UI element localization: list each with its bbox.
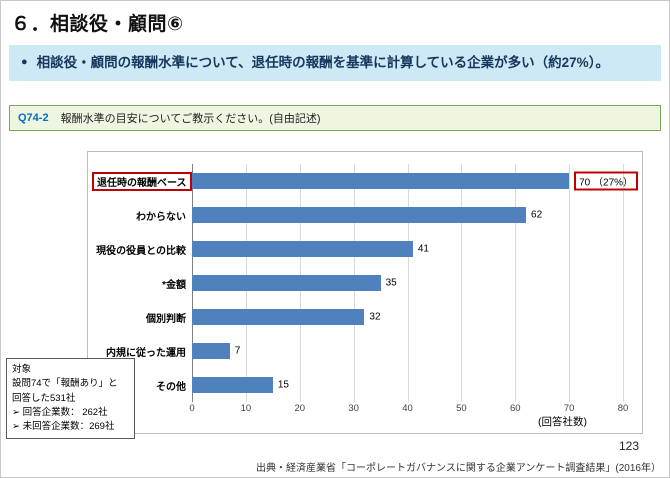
note-line: 回答した531社 bbox=[12, 392, 76, 404]
bar-track: 7 bbox=[192, 334, 623, 368]
bar-category-label: *金額 bbox=[92, 276, 192, 291]
bar bbox=[192, 275, 381, 291]
bar-category-label: 個別判断 bbox=[92, 310, 192, 325]
bar-category-label: その他 bbox=[92, 378, 192, 393]
bar-value-label: 35 bbox=[385, 277, 397, 289]
bar-value-label: 32 bbox=[369, 311, 381, 323]
chart-row: 内規に従った運用 7 bbox=[92, 334, 623, 368]
bar-category-label: 内規に従った運用 bbox=[92, 344, 192, 359]
bar-chart: 退任時の報酬ベース 70 （27%） わからない 62 現役の役員との比較 41 *金額 35… bbox=[87, 151, 643, 434]
bar-category-text: *金額 bbox=[162, 279, 186, 291]
note-box: 対象設問74で「報酬あり」と 回答した531社 ➢ 回答企業数： 262社 ➢ 未回答… bbox=[6, 358, 135, 440]
bar-category-text: その他 bbox=[156, 381, 186, 393]
chart-row: 退任時の報酬ベース 70 （27%） bbox=[92, 164, 639, 198]
axis-label: (回答社数) bbox=[538, 416, 587, 428]
bar-track: 35 bbox=[192, 266, 623, 300]
axis-tick: 50 bbox=[456, 403, 467, 414]
note-line: ➢ 未回答企業数：269社 bbox=[12, 421, 115, 432]
axis-tick: 30 bbox=[348, 403, 359, 414]
summary-box: ● 相談役・顧問の報酬水準について、退任時の報酬を基準に計算している企業が多い（… bbox=[9, 45, 661, 82]
bar bbox=[192, 377, 273, 393]
axis-tick: 20 bbox=[294, 403, 306, 414]
source-citation: 出典・経済産業省「コーポレートガバナンスに関する企業アンケート調査結果」(201… bbox=[256, 463, 661, 474]
question-text: 報酬水準の目安についてご教示ください。(自由記述) bbox=[60, 113, 321, 125]
bar-category-label: わからない bbox=[92, 208, 192, 223]
page-title: ６．相談役・顧問⑥ bbox=[11, 14, 184, 35]
bar bbox=[192, 241, 413, 257]
bar-category-text: わからない bbox=[136, 211, 186, 223]
axis-tick: 60 bbox=[509, 403, 521, 414]
note-line: ➢ 回答企業数： 262社 bbox=[12, 406, 108, 418]
bar-category-text: 現役の役員との比較 bbox=[96, 245, 186, 257]
gridline bbox=[407, 164, 409, 402]
axis-ticks: 0 10 20 30 40 50 60 70 80 bbox=[189, 402, 628, 416]
bar bbox=[192, 309, 365, 325]
page-number: 123 bbox=[618, 439, 639, 453]
bar-value-label: 7 bbox=[234, 345, 241, 357]
chart-row: その他 15 bbox=[92, 368, 623, 402]
bar-category-label: 現役の役員との比較 bbox=[92, 242, 192, 257]
gridline bbox=[569, 164, 571, 402]
summary-text: 相談役・顧問の報酬水準について、退任時の報酬を基準に計算している企業が多い（約2… bbox=[36, 55, 609, 70]
bar-value-label: 15 bbox=[277, 379, 289, 391]
chart-row: 現役の役員との比較 41 bbox=[92, 232, 623, 266]
plot-area: 退任時の報酬ベース 70 （27%） わからない 62 現役の役員との比較 41 *金額 35… bbox=[92, 164, 639, 402]
axis-tick: 40 bbox=[402, 403, 413, 414]
axis-tick: 70 bbox=[563, 403, 575, 414]
chart-row: 個別判断 32 bbox=[92, 300, 623, 334]
bar bbox=[192, 173, 570, 189]
bar bbox=[192, 343, 230, 359]
note-line: 対象 bbox=[12, 364, 32, 375]
bar-value-label: 70 （27%） bbox=[574, 171, 639, 191]
bar-category-text: 内規に従った運用 bbox=[106, 347, 186, 359]
bar-track: 15 bbox=[192, 368, 623, 402]
axis-tick: 10 bbox=[240, 403, 252, 414]
chart-rows: 退任時の報酬ベース 70 （27%） わからない 62 現役の役員との比較 41 *金額 35… bbox=[92, 164, 639, 402]
bar-track: 41 bbox=[192, 232, 623, 266]
gridline bbox=[515, 164, 517, 402]
bar-value-label: 41 bbox=[417, 243, 429, 255]
gridline bbox=[623, 164, 624, 402]
question-label: Q74-2 bbox=[18, 112, 49, 124]
axis-tick: 0 bbox=[189, 403, 195, 414]
bar-category-text: 退任時の報酬ベース bbox=[92, 171, 192, 191]
bar-value-label: 62 bbox=[531, 209, 543, 221]
axis-tick: 80 bbox=[617, 403, 629, 414]
bar-track: 70 （27%） bbox=[192, 164, 639, 198]
bar-category-text: 個別判断 bbox=[146, 313, 186, 325]
question-bar: Q74-2 報酬水準の目安についてご教示ください。(自由記述) bbox=[9, 105, 661, 131]
chart-row: わからない 62 bbox=[92, 198, 623, 232]
bar bbox=[192, 207, 527, 223]
bar-track: 62 bbox=[192, 198, 623, 232]
chart-row: *金額 35 bbox=[92, 266, 623, 300]
bar-track: 32 bbox=[192, 300, 623, 334]
bullet-icon: ● bbox=[21, 56, 28, 68]
gridline bbox=[461, 164, 463, 402]
note-line: 設問74で「報酬あり」と bbox=[12, 378, 118, 390]
bar-category-label: 退任時の報酬ベース bbox=[92, 171, 192, 191]
